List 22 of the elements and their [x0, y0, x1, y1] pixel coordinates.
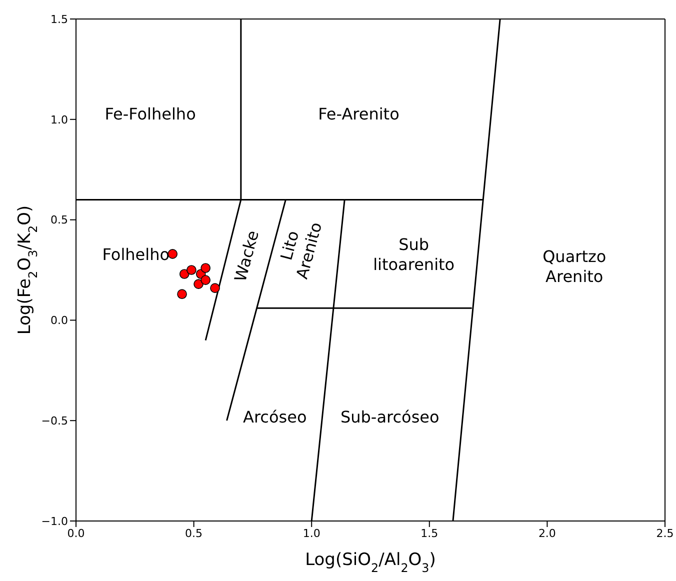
annotation: Lito Arenito [276, 220, 326, 281]
y-tick-label: −0.5 [41, 414, 68, 428]
x-tick-label: 0.5 [185, 526, 203, 540]
annotation: Quartzo Arenito [542, 246, 606, 286]
annotation: Fe-Arenito [318, 104, 400, 123]
x-tick-label: 2.5 [656, 526, 674, 540]
x-tick-label: 2.0 [538, 526, 556, 540]
x-tick-label: 1.5 [420, 526, 438, 540]
annotation: Sub litoarenito [373, 234, 455, 274]
y-tick-label: 0.0 [50, 314, 68, 328]
annotation: Arcóseo [243, 407, 307, 426]
y-tick-label: −1.0 [41, 514, 68, 528]
x-tick-label: 0.0 [67, 526, 85, 540]
y-tick-label: 1.0 [50, 113, 68, 126]
annotation: Sub-arcóseo [340, 407, 440, 426]
x-axis-title: Log(SiO$_{2}$/Al$_{2}$O$_{3}$) [305, 550, 436, 575]
annotation: Folhelho [102, 244, 170, 264]
annotation: Wacke [230, 228, 262, 284]
annotation: Fe-Folhelho [104, 104, 196, 123]
x-tick-label: 1.0 [302, 526, 320, 540]
y-tick-label: 1.5 [50, 12, 68, 26]
y-tick-label: 0.5 [50, 214, 68, 227]
